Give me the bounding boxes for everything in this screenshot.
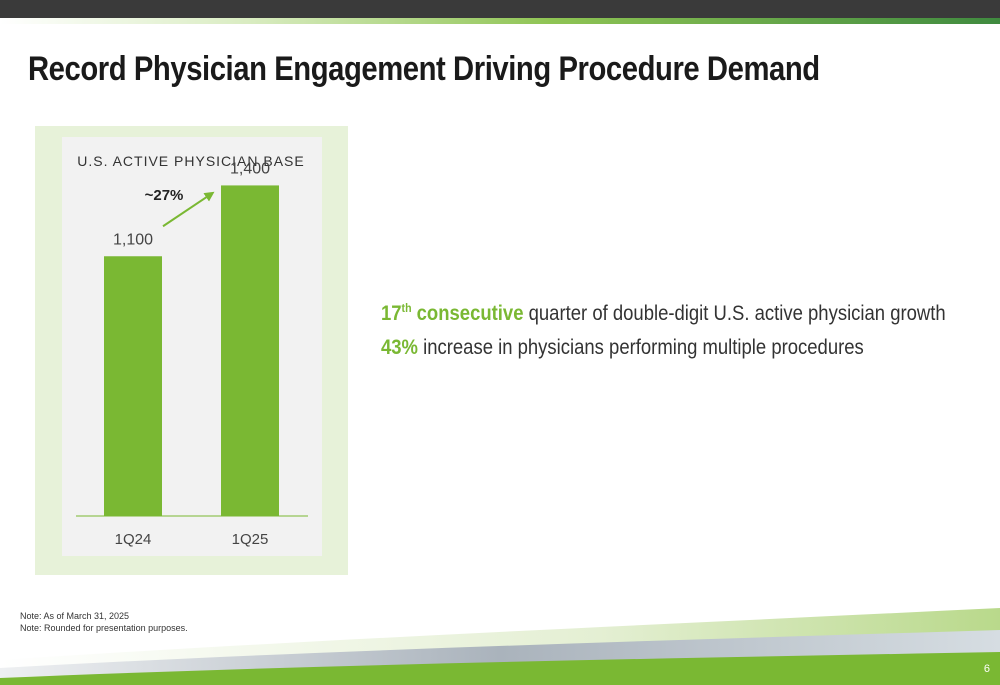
footer-decoration (0, 608, 1000, 685)
key-point-text: quarter of double-digit U.S. active phys… (523, 302, 946, 325)
category-label-1q24: 1Q24 (115, 531, 152, 548)
highlight-number: 17 (381, 302, 402, 325)
key-points: 17th consecutive quarter of double-digit… (381, 294, 991, 374)
footnote-date: Note: As of March 31, 2025 (20, 611, 130, 621)
highlight-superscript: th (401, 301, 412, 315)
slide-title: Record Physician Engagement Driving Proc… (28, 50, 820, 88)
key-point-text: increase in physicians performing multip… (417, 336, 864, 359)
key-point-multiple-procedures: 43% increase in physicians performing mu… (381, 334, 918, 374)
highlight-word: consecutive (411, 302, 524, 325)
bar-1q25 (221, 185, 279, 516)
chart-title: U.S. ACTIVE PHYSICIAN BASE (77, 153, 305, 169)
top-accent-stripe (0, 18, 1000, 24)
growth-arrow (162, 191, 215, 228)
bar-1q24 (104, 256, 162, 516)
footnote-rounding: Note: Rounded for presentation purposes. (20, 623, 188, 633)
page-number: 6 (983, 663, 990, 675)
category-label-1q25: 1Q25 (232, 531, 269, 548)
highlight-percent: 43% (381, 336, 418, 359)
value-label-1q25: 1,400 (230, 160, 270, 177)
top-bar (0, 0, 1000, 18)
growth-annotation: ~27% (145, 187, 184, 204)
footnotes: Note: As of March 31, 2025 Note: Rounded… (20, 610, 188, 634)
key-point-consecutive-growth: 17th consecutive quarter of double-digit… (381, 294, 946, 334)
value-label-1q24: 1,100 (113, 231, 153, 248)
